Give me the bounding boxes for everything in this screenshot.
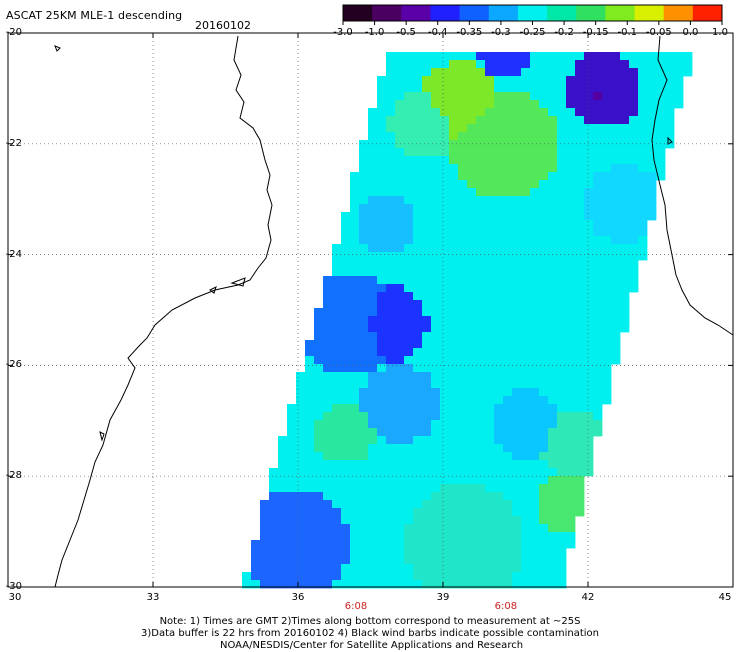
x-axis-label: 30 [8,592,22,603]
colorbar-label: 0.0 [682,27,699,38]
wind-swath [242,52,693,589]
colorbar-swatch [547,5,577,21]
time-label: 6:08 [494,601,518,612]
colorbar-swatch [605,5,636,21]
y-axis-label: -26 [5,359,22,371]
colorbar-swatch [372,5,402,21]
coastline [54,35,734,588]
colorbar-swatch [459,5,490,21]
colorbar-label: -0.3 [491,27,511,38]
note-line-2: 3)Data buffer is 22 hrs from 20160102 4)… [141,628,599,639]
note-line-1: Note: 1) Times are GMT 2)Times along bot… [159,616,581,627]
colorbar-label: -0.4 [427,27,448,38]
colorbar-swatch [430,5,461,21]
colorbar-label: -0.05 [645,27,672,38]
colorbar-swatch [634,5,665,21]
y-axis-label: -28 [5,470,22,482]
colorbar-label: 1.0 [712,27,728,38]
note-line-3: NOAA/NESDIS/Center for Satellite Applica… [220,640,524,651]
y-axis-label: -30 [5,581,22,592]
x-axis-label: 33 [146,592,160,603]
time-label: 6:08 [344,601,368,612]
colorbar-label: -0.15 [582,27,609,38]
colorbar-swatch [663,5,694,21]
colorbar-label: -0.35 [456,27,483,38]
y-axis-label: -20 [5,27,22,38]
colorbar-swatch [692,5,723,21]
map-title: ASCAT 25KM MLE-1 descending [6,9,183,22]
y-axis-label: -24 [5,248,22,260]
map-frame [7,32,734,588]
colorbar-swatch [401,5,431,21]
colorbar-label: -0.2 [554,27,574,38]
x-axis-label: 42 [581,592,595,603]
colorbar-swatch [343,5,373,21]
colorbar-swatch [517,5,548,21]
colorbar-label: -0.1 [617,27,637,38]
colorbar-swatch [488,5,519,21]
x-axis-label: 39 [436,592,450,603]
colorbar-label: -3.0 [333,27,353,38]
colorbar-label: -0.25 [519,27,546,38]
colorbar-label: -0.5 [396,27,416,38]
colorbar [342,4,723,25]
x-axis-label: 36 [291,592,305,603]
colorbar-label: -1.0 [364,27,385,38]
colorbar-swatch [576,5,606,21]
y-axis-label: -22 [5,137,22,149]
map-date: 20160102 [195,19,251,32]
grid-lines [8,33,733,587]
x-axis-label: 45 [718,592,732,603]
